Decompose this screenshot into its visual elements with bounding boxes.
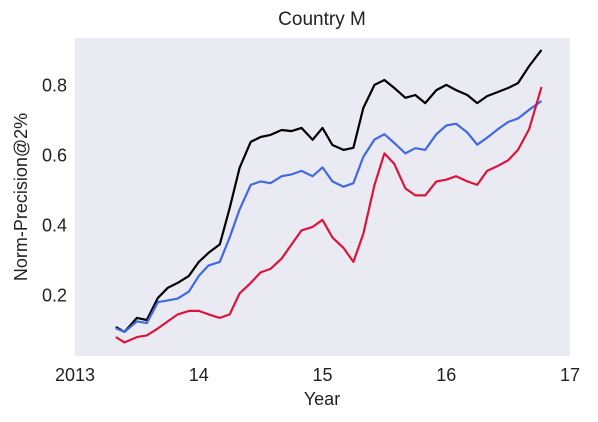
x-tick-label: 14 — [189, 365, 209, 385]
y-tick-label: 0.8 — [42, 76, 67, 96]
x-tick-label: 16 — [436, 365, 456, 385]
y-tick-label: 0.2 — [42, 286, 67, 306]
x-tick-label: 2013 — [55, 365, 95, 385]
y-axis-label: Norm-Precision@2% — [11, 113, 31, 281]
series-line — [115, 49, 543, 333]
x-tick-label: 15 — [312, 365, 332, 385]
chart-title: Country M — [278, 9, 366, 30]
x-tick-label: 17 — [560, 365, 580, 385]
series-line — [115, 100, 543, 333]
x-axis-label: Year — [304, 389, 340, 409]
y-tick-label: 0.4 — [42, 216, 67, 236]
series-line — [115, 86, 543, 344]
y-tick-label: 0.6 — [42, 146, 67, 166]
plot-area — [75, 38, 570, 356]
